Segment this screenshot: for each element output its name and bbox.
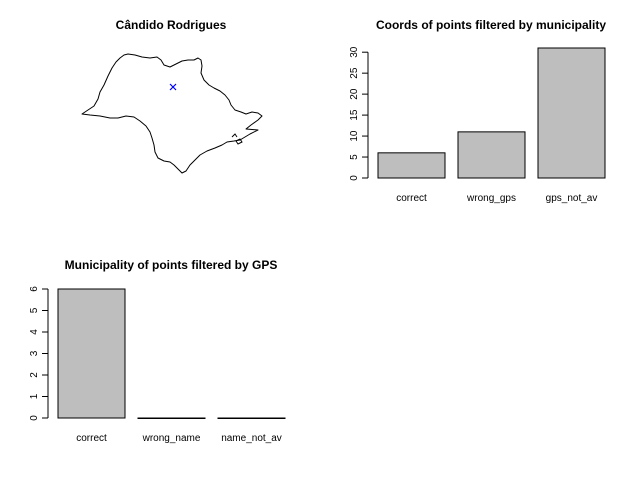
municipality-marker-icon xyxy=(169,83,177,91)
bar-wrong_name xyxy=(137,417,206,419)
chart-title: Coords of points filtered by municipalit… xyxy=(376,18,606,32)
y-tick-label: 5 xyxy=(29,307,40,313)
bar-correct xyxy=(57,288,126,419)
category-label: wrong_gps xyxy=(466,193,516,204)
y-tick-label: 4 xyxy=(29,329,40,335)
state-outline xyxy=(81,53,263,174)
category-label: gps_not_av xyxy=(546,193,598,204)
category-label: correct xyxy=(396,193,427,204)
chart-title: Municipality of points filtered by GPS xyxy=(65,258,278,272)
y-tick-label: 20 xyxy=(349,88,360,100)
y-tick-label: 30 xyxy=(349,46,360,58)
y-tick-label: 0 xyxy=(349,175,360,181)
map-panel: Cândido Rodrigues xyxy=(81,18,263,174)
y-tick-label: 10 xyxy=(349,130,360,142)
y-tick-label: 0 xyxy=(29,415,40,421)
bar-name_not_av xyxy=(217,417,286,419)
category-label: wrong_name xyxy=(142,433,201,444)
category-label: correct xyxy=(76,433,107,444)
bar-correct xyxy=(377,152,446,179)
y-tick-label: 3 xyxy=(29,350,40,356)
map-title: Cândido Rodrigues xyxy=(116,18,227,32)
y-tick-label: 2 xyxy=(29,372,40,378)
y-tick-label: 6 xyxy=(29,286,40,292)
y-tick-label: 1 xyxy=(29,393,40,399)
category-label: name_not_av xyxy=(221,433,282,444)
y-tick-label: 15 xyxy=(349,109,360,121)
bar-gps_not_av xyxy=(537,47,606,179)
coords-filtered-bar-chart: Coords of points filtered by municipalit… xyxy=(349,18,606,204)
coastal-islands xyxy=(231,133,243,145)
y-tick-label: 25 xyxy=(349,67,360,79)
municipality-filtered-bar-chart: Municipality of points filtered by GPS c… xyxy=(29,258,286,444)
bar-wrong_gps xyxy=(457,131,526,179)
y-tick-label: 5 xyxy=(349,154,360,160)
